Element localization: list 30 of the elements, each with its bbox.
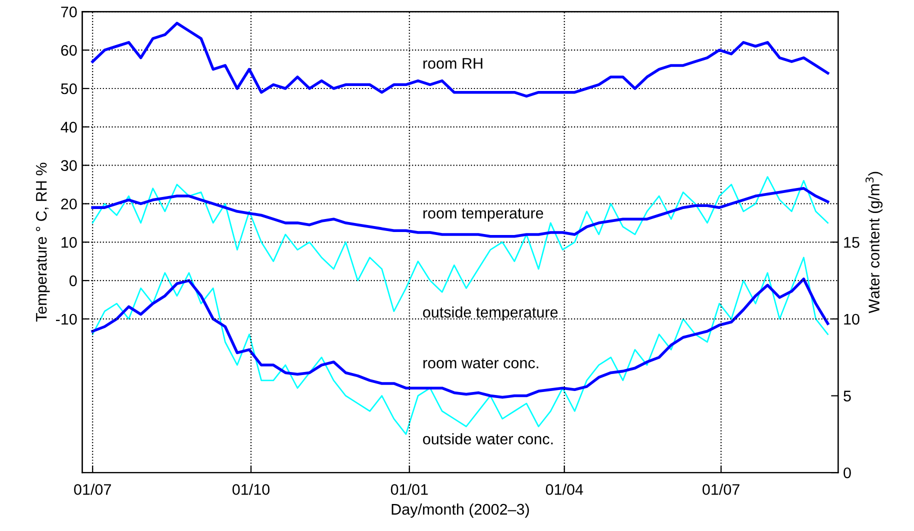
y-tick-label: 70	[61, 6, 77, 18]
y-tick-label: 0	[70, 275, 77, 286]
x-tick-label: 01/01	[390, 484, 428, 495]
series-label: outside temperature	[423, 306, 558, 321]
x-tick-label: 01/04	[546, 484, 584, 495]
x-tick-label: 01/07	[74, 484, 111, 495]
x-tick-label: 01/07	[702, 484, 740, 495]
line-series	[91, 186, 830, 238]
y-axis-title: Temperature ° C, RH %	[36, 162, 50, 322]
line-series	[91, 278, 830, 399]
y-tick-label: -10	[56, 314, 77, 325]
x-axis-title: Day/month (2002–3)	[392, 504, 529, 518]
series-label: room temperature	[423, 208, 544, 222]
y2-tick-label: 5	[844, 390, 851, 402]
y-tick-label: 10	[62, 237, 77, 248]
line-series	[91, 22, 830, 98]
y2-tick-label: 15	[844, 237, 860, 248]
y-tick-label: 30	[60, 160, 77, 172]
y-tick-label: 50	[61, 83, 77, 94]
line-series	[92, 256, 828, 435]
series-label: room water conc.	[423, 358, 538, 368]
y2-axis-title: Water content (g/m$^{3}$)	[866, 172, 882, 314]
series-label: room RH	[423, 58, 482, 69]
x-tick-label: 01/10	[232, 484, 270, 495]
series-label: outside water conc.	[423, 433, 553, 444]
y-tick-label: 60	[61, 44, 77, 56]
y2-tick-label: 10	[844, 314, 860, 325]
y-tick-label: 40	[60, 122, 77, 133]
y-tick-label: 20	[61, 198, 77, 210]
y2-tick-label: 0	[844, 467, 851, 478]
